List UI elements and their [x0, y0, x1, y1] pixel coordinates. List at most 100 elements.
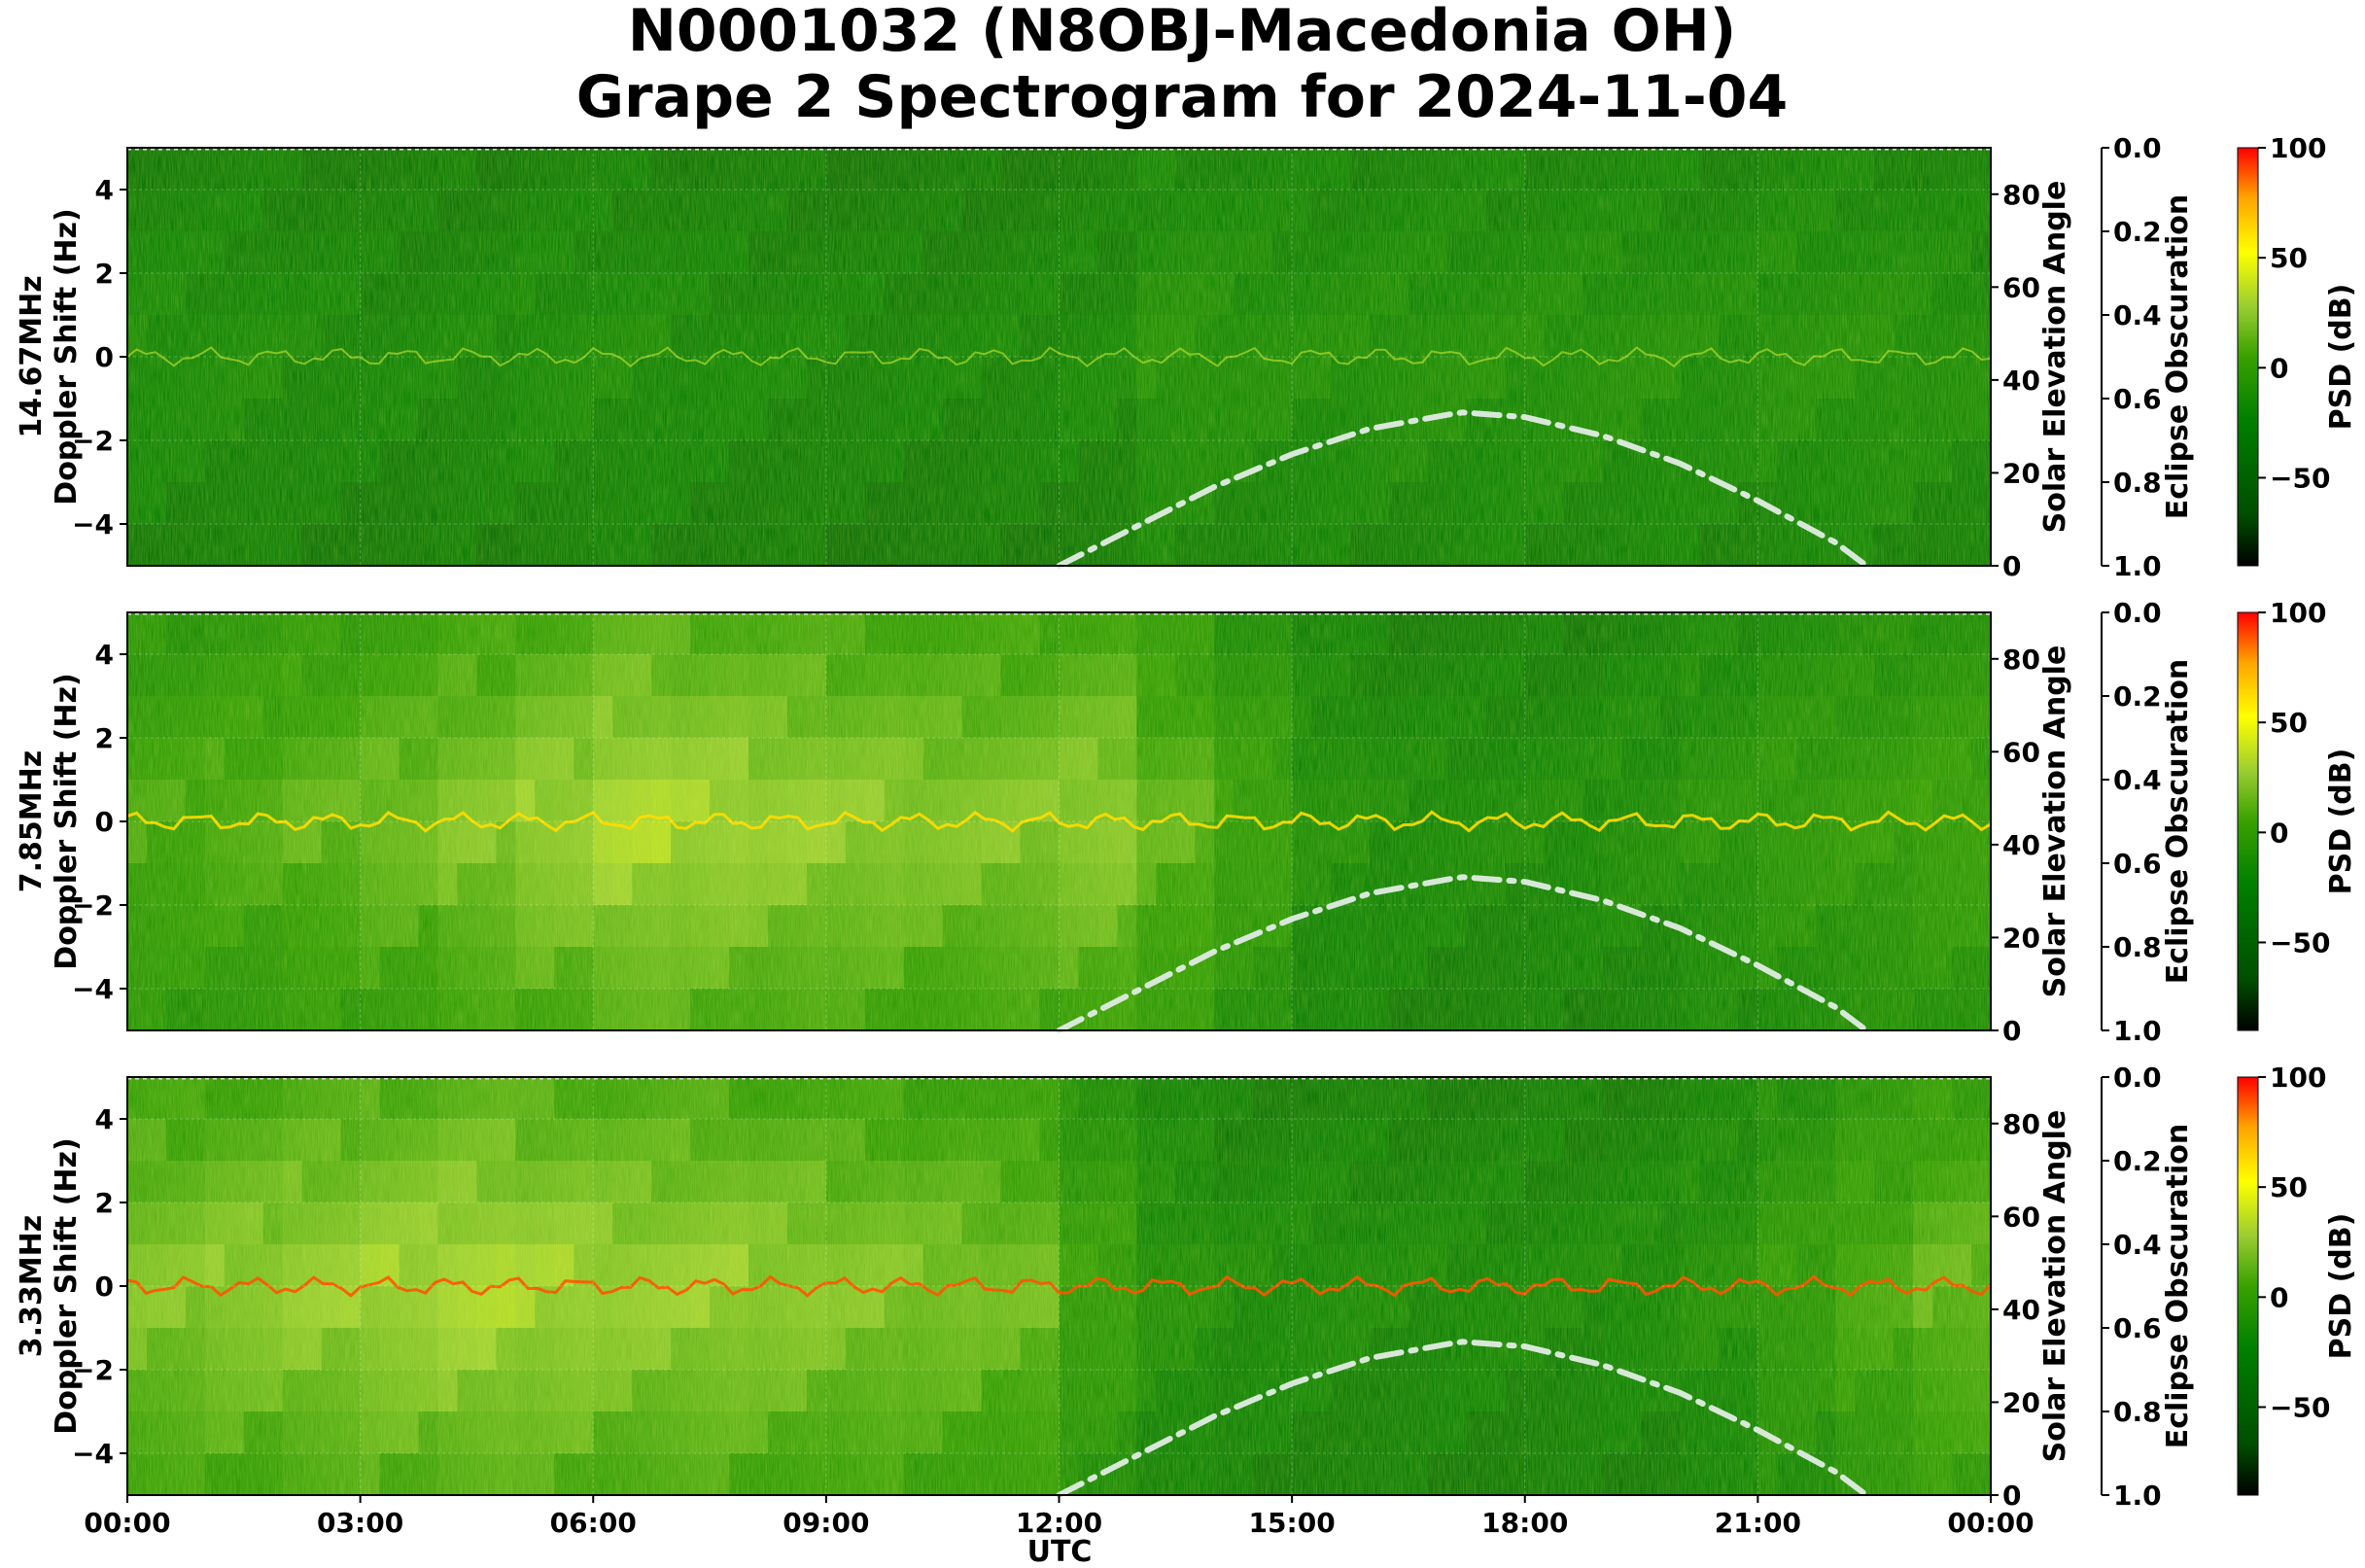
- doppler-axis-label: Doppler Shift (Hz): [50, 208, 84, 505]
- obscuration-axis-label: Eclipse Obscuration: [2161, 659, 2195, 985]
- frequency-label: 3.33MHz: [15, 1215, 49, 1357]
- elev-tick-label: 80: [2002, 644, 2040, 676]
- x-tick-label: 12:00: [1016, 1507, 1102, 1539]
- cbar-tick-label: −50: [2270, 1391, 2330, 1423]
- panels-group: 420−2−414.67MHz Doppler Shift (Hz)8060402…: [15, 132, 2358, 1539]
- cbar-tick-label: 100: [2270, 597, 2326, 629]
- obsc-tick-label: 0.4: [2113, 764, 2162, 796]
- solar-elevation-curve: [1056, 1339, 1870, 1498]
- solar-elevation-curve: [1056, 409, 1870, 569]
- y-tick-label: 2: [95, 1187, 114, 1219]
- x-axis-label: UTC: [1027, 1535, 1093, 1568]
- frequency-label: 7.85MHz: [15, 750, 49, 892]
- y-tick-label: 2: [95, 258, 114, 290]
- elevation-axis-label: Solar Elevation Angle: [2038, 1110, 2072, 1463]
- colorbar-label: PSD (dB): [2324, 749, 2358, 895]
- obsc-tick-label: 0.4: [2113, 1229, 2162, 1261]
- elev-tick-label: 60: [2002, 736, 2040, 768]
- y-tick-label: 4: [95, 639, 114, 671]
- y-tick-label: −4: [72, 508, 114, 540]
- y-tick-label: −2: [72, 425, 114, 457]
- elev-tick-label: 0: [2002, 1015, 2021, 1047]
- panel-7.85MHz: 420−2−47.85MHz Doppler Shift (Hz)80604020…: [15, 597, 2358, 1047]
- doppler-axis-label: Doppler Shift (Hz): [50, 1137, 84, 1434]
- obsc-tick-label: 0.0: [2113, 1062, 2162, 1094]
- y-tick-label: 4: [95, 1103, 114, 1135]
- obsc-tick-label: 0.2: [2113, 216, 2162, 248]
- chart-title-line2: Grape 2 Spectrogram for 2024-11-04: [576, 63, 1788, 131]
- obsc-tick-label: 0.8: [2113, 467, 2162, 499]
- x-tick-label: 06:00: [550, 1507, 637, 1539]
- x-tick-label: 03:00: [317, 1507, 403, 1539]
- obsc-tick-label: 0.6: [2113, 848, 2162, 880]
- y-tick-label: 0: [95, 806, 114, 838]
- carrier-trace: [126, 1274, 1993, 1298]
- cbar-tick-label: 50: [2270, 1171, 2308, 1203]
- cbar-tick-label: 50: [2270, 707, 2308, 739]
- y-tick-label: 0: [95, 341, 114, 373]
- doppler-axis-label: Doppler Shift (Hz): [50, 673, 84, 969]
- cbar-tick-label: 100: [2270, 1062, 2326, 1094]
- y-tick-label: 4: [95, 174, 114, 206]
- obsc-tick-label: 0.2: [2113, 680, 2162, 713]
- cbar-tick-label: −50: [2270, 462, 2330, 494]
- solar-elevation-curve: [1056, 874, 1870, 1033]
- colorbar: [2237, 147, 2259, 567]
- cbar-tick-label: 0: [2270, 1281, 2288, 1313]
- elev-tick-label: 40: [2002, 365, 2040, 397]
- colorbar-label: PSD (dB): [2324, 284, 2358, 431]
- obsc-tick-label: 0.4: [2113, 299, 2162, 331]
- x-tick-label: 18:00: [1481, 1507, 1568, 1539]
- y-tick-label: 0: [95, 1271, 114, 1303]
- elev-tick-label: 0: [2002, 550, 2021, 582]
- spectrogram-texture: [127, 1077, 1991, 1495]
- obsc-tick-label: 0.6: [2113, 1312, 2162, 1344]
- chart-title-line1: N0001032 (N8OBJ-Macedonia OH): [628, 0, 1737, 65]
- x-tick-label: 00:00: [1947, 1507, 2034, 1539]
- colorbar-label: PSD (dB): [2324, 1213, 2358, 1360]
- colorbar: [2237, 1076, 2259, 1496]
- colorbar: [2237, 611, 2259, 1031]
- x-tick-label: 09:00: [783, 1507, 869, 1539]
- carrier-trace: [126, 346, 1992, 368]
- obscuration-axis-label: Eclipse Obscuration: [2161, 194, 2195, 520]
- y-tick-label: −4: [72, 1438, 114, 1470]
- panel-3.33MHz: 420−2−43.33MHz Doppler Shift (Hz)80604020…: [15, 1062, 2358, 1512]
- elev-tick-label: 20: [2002, 1386, 2040, 1418]
- y-tick-label: −4: [72, 973, 114, 1005]
- cbar-tick-label: 0: [2270, 352, 2288, 384]
- elev-tick-label: 80: [2002, 1108, 2040, 1140]
- y-tick-label: 2: [95, 722, 114, 754]
- obsc-tick-label: 1.0: [2113, 1480, 2162, 1512]
- obsc-tick-label: 0.0: [2113, 597, 2162, 629]
- x-tick-label: 21:00: [1715, 1507, 1801, 1539]
- carrier-trace: [126, 810, 1992, 833]
- elevation-axis-label: Solar Elevation Angle: [2038, 645, 2072, 998]
- cbar-tick-label: 50: [2270, 242, 2308, 274]
- obsc-tick-label: 0.8: [2113, 1396, 2162, 1428]
- x-tick-label: 00:00: [84, 1507, 170, 1539]
- elev-tick-label: 40: [2002, 1294, 2040, 1326]
- elev-tick-label: 40: [2002, 829, 2040, 861]
- frequency-label: 14.67MHz: [15, 275, 49, 437]
- obsc-tick-label: 0.6: [2113, 383, 2162, 415]
- obsc-tick-label: 1.0: [2113, 550, 2162, 582]
- spectrogram-texture: [127, 148, 1991, 566]
- elev-tick-label: 20: [2002, 457, 2040, 489]
- cbar-tick-label: 100: [2270, 132, 2326, 164]
- cbar-tick-label: 0: [2270, 817, 2288, 849]
- elev-tick-label: 0: [2002, 1480, 2021, 1512]
- obsc-tick-label: 0.8: [2113, 931, 2162, 963]
- elev-tick-label: 60: [2002, 271, 2040, 303]
- obscuration-axis-label: Eclipse Obscuration: [2161, 1124, 2195, 1449]
- y-tick-label: −2: [72, 889, 114, 922]
- y-tick-label: −2: [72, 1354, 114, 1386]
- obsc-tick-label: 1.0: [2113, 1015, 2162, 1047]
- obsc-tick-label: 0.0: [2113, 132, 2162, 164]
- elev-tick-label: 80: [2002, 179, 2040, 211]
- panel-14.67MHz: 420−2−414.67MHz Doppler Shift (Hz)8060402…: [15, 132, 2358, 582]
- elevation-axis-label: Solar Elevation Angle: [2038, 181, 2072, 534]
- elev-tick-label: 60: [2002, 1201, 2040, 1233]
- cbar-tick-label: −50: [2270, 926, 2330, 958]
